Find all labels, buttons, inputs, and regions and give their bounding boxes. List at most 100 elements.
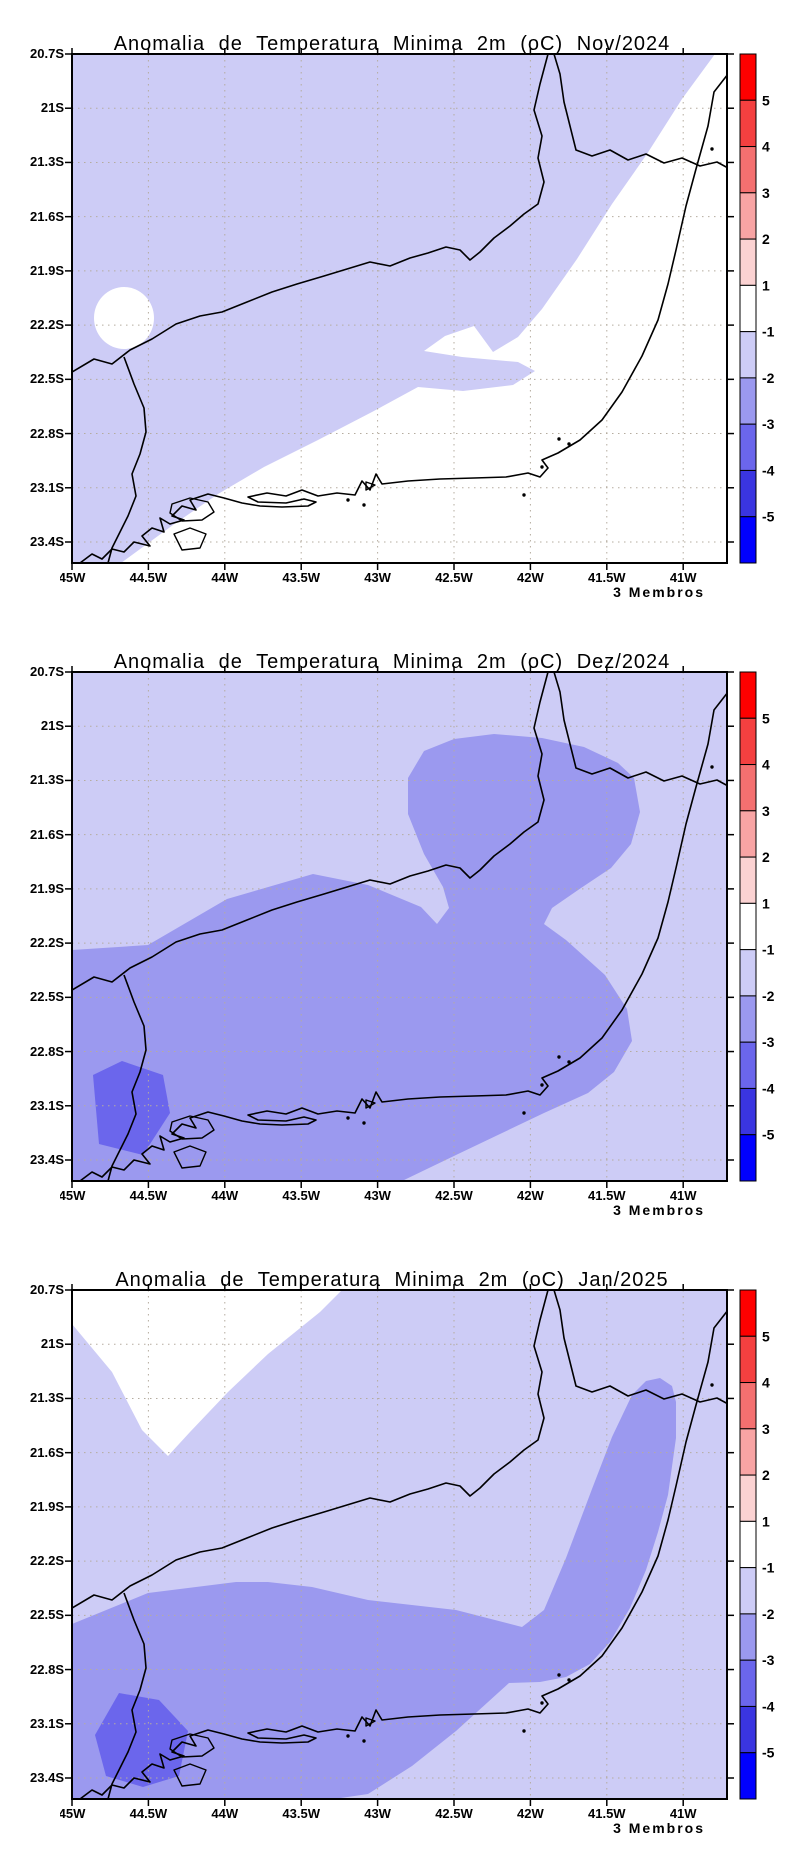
- colorbar-segment: [739, 1613, 757, 1661]
- island-outline: [173, 1763, 207, 1787]
- colorbar-label: -4: [762, 1080, 775, 1096]
- island-dot: [346, 1116, 350, 1120]
- lon-tick-label: 45W: [60, 1188, 86, 1203]
- colorbar-segment: [739, 1134, 757, 1182]
- colorbar-label: -5: [762, 1127, 775, 1143]
- colorbar-segment: [739, 1382, 757, 1430]
- colorbar-segment: [739, 1520, 757, 1569]
- lat-tick-label: 21.9S: [30, 880, 64, 896]
- island-dot: [540, 1083, 544, 1087]
- lon-tick-label: 44.5W: [130, 1188, 168, 1203]
- map-panel-nov-2024: Anomalia de Temperatura Minima 2m (oC) N…: [0, 0, 800, 618]
- lat-tick-label: 23.4S: [30, 1770, 64, 1785]
- colorbar-label: -2: [762, 988, 775, 1004]
- lon-tick-label: 43.5W: [282, 1188, 320, 1203]
- island-dot: [567, 442, 571, 446]
- colorbar-segment: [739, 717, 757, 766]
- lat-tick-label: 21.6S: [30, 826, 64, 842]
- map-border: [71, 671, 728, 1182]
- lat-tick-label: 21.9S: [30, 1498, 64, 1514]
- island-dot: [710, 1383, 714, 1387]
- coastline: [79, 1309, 727, 1799]
- anomaly-region-neutral: [72, 1290, 342, 1456]
- colorbar-segment: [739, 1087, 757, 1136]
- colorbar-label: 1: [762, 895, 770, 911]
- island-dot: [557, 437, 561, 441]
- colorbar-segment: [739, 1659, 757, 1707]
- colorbar-segment: [739, 377, 757, 425]
- colorbar-segment: [739, 1705, 757, 1754]
- lat-tick-label: 23.1S: [30, 1715, 64, 1731]
- lon-tick-label: 43W: [364, 1806, 391, 1821]
- island-dot: [362, 1121, 366, 1125]
- colorbar-segment: [739, 1335, 757, 1384]
- island-outline: [169, 1733, 215, 1758]
- lon-tick-label: 41.5W: [588, 1806, 626, 1821]
- lat-tick-label: 22.5S: [30, 371, 64, 387]
- lat-tick-label: 22.2S: [30, 935, 64, 951]
- colorbar-segment: [739, 995, 757, 1043]
- island-dot: [540, 1701, 544, 1705]
- lon-tick-label: 41W: [670, 570, 697, 585]
- colorbar-segment: [739, 949, 757, 997]
- lat-tick-label: 21.3S: [30, 154, 64, 170]
- lon-tick-label: 42.5W: [435, 1188, 473, 1203]
- lat-tick-label: 23.4S: [30, 1152, 64, 1167]
- lat-tick-label: 23.4S: [30, 534, 64, 549]
- colorbar-segment: [739, 1289, 757, 1337]
- colorbar-segment: [739, 53, 757, 101]
- state-border-line: [107, 356, 147, 563]
- map-panel-jan-2025: Anomalia de Temperatura Minima 2m (oC) J…: [0, 1236, 800, 1854]
- colorbar-label: -5: [762, 509, 775, 525]
- lon-tick-label: 41.5W: [588, 570, 626, 585]
- island-dot: [567, 1678, 571, 1682]
- island-outline: [169, 1115, 215, 1140]
- island-dot: [710, 147, 714, 151]
- map-canvas: 45W 44.5W 44W 43.5W 43W 42.5W 42W 41.5W 41W 5 4 3 2 1…: [60, 666, 775, 1203]
- island-dot: [346, 1734, 350, 1738]
- colorbar-label: -3: [762, 416, 775, 432]
- colorbar-label: -1: [762, 1560, 775, 1576]
- lat-tick-label: 21.6S: [30, 208, 64, 224]
- colorbar-label: 2: [762, 1467, 770, 1483]
- colorbar-label: -4: [762, 462, 775, 478]
- lat-tick-label: 23.1S: [30, 479, 64, 495]
- island-outline: [173, 527, 207, 551]
- colorbar-label: -3: [762, 1652, 775, 1668]
- colorbar-label: -5: [762, 1745, 775, 1761]
- state-border-line: [107, 1592, 147, 1799]
- lat-tick-label: 21.6S: [30, 1444, 64, 1460]
- lon-tick-label: 44W: [211, 570, 238, 585]
- state-border-line: [72, 54, 549, 373]
- island-dot: [522, 493, 526, 497]
- colorbar-segment: [739, 516, 757, 564]
- lon-tick-label: 42W: [517, 570, 544, 585]
- island-outline: [365, 1099, 376, 1109]
- lon-tick-label: 45W: [60, 570, 86, 585]
- colorbar-label: 2: [762, 849, 770, 865]
- island-outline: [365, 481, 376, 491]
- lat-tick-label: 22.5S: [30, 1607, 64, 1623]
- lat-tick-label: 20.7S: [30, 46, 64, 61]
- coastline: [79, 691, 727, 1181]
- colorbar-label: -2: [762, 370, 775, 386]
- map-canvas: 45W 44.5W 44W 43.5W 43W 42.5W 42W 41.5W 41W 5 4 3 2 1…: [60, 1284, 775, 1821]
- anomaly-region-m3_4: [95, 1693, 188, 1787]
- lat-tick-label: 21.9S: [30, 262, 64, 278]
- lat-tick-label: 22.8S: [30, 1043, 64, 1059]
- colorbar-segment: [739, 469, 757, 518]
- colorbar-segment: [739, 671, 757, 719]
- colorbar-segment: [739, 902, 757, 951]
- map-plot-area: [72, 54, 727, 563]
- lon-tick-label: 42W: [517, 1188, 544, 1203]
- colorbar-label: 5: [762, 92, 770, 108]
- lon-tick-label: 45W: [60, 1806, 86, 1821]
- lat-tick-label: 21.3S: [30, 772, 64, 788]
- state-border-line: [72, 1290, 549, 1609]
- island-outline: [173, 1145, 207, 1169]
- island-outline: [365, 1717, 376, 1727]
- island-dot: [557, 1673, 561, 1677]
- lon-tick-label: 41.5W: [588, 1188, 626, 1203]
- colorbar-segment: [739, 764, 757, 812]
- lon-tick-label: 43W: [364, 1188, 391, 1203]
